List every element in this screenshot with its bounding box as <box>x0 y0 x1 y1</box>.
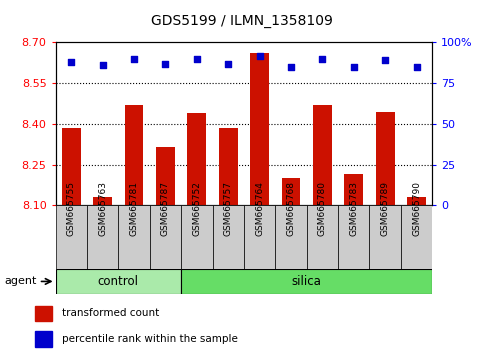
Bar <box>35 306 52 321</box>
Bar <box>213 205 244 269</box>
Point <box>412 64 420 70</box>
Bar <box>313 105 332 205</box>
Bar <box>307 205 338 269</box>
Text: GSM665763: GSM665763 <box>98 181 107 236</box>
Text: transformed count: transformed count <box>62 308 159 319</box>
Bar <box>244 205 275 269</box>
Text: GSM665790: GSM665790 <box>412 181 421 236</box>
Bar <box>369 205 401 269</box>
Text: GSM665789: GSM665789 <box>381 181 390 236</box>
Text: GDS5199 / ILMN_1358109: GDS5199 / ILMN_1358109 <box>151 14 332 28</box>
Bar <box>376 112 395 205</box>
Text: agent: agent <box>5 276 37 286</box>
Point <box>382 58 389 63</box>
Bar <box>62 128 81 205</box>
Bar <box>150 205 181 269</box>
Text: GSM665780: GSM665780 <box>318 181 327 236</box>
Bar <box>407 197 426 205</box>
Text: GSM665764: GSM665764 <box>255 181 264 236</box>
Text: GSM665781: GSM665781 <box>129 181 139 236</box>
Bar <box>338 205 369 269</box>
Bar <box>156 147 175 205</box>
Bar <box>93 197 112 205</box>
Bar <box>344 174 363 205</box>
Point <box>256 53 264 58</box>
Bar <box>87 205 118 269</box>
Point <box>193 56 201 62</box>
Text: percentile rank within the sample: percentile rank within the sample <box>62 334 238 344</box>
Point <box>224 61 232 67</box>
Text: GSM665752: GSM665752 <box>192 181 201 236</box>
Text: silica: silica <box>292 275 322 288</box>
Bar <box>56 269 181 294</box>
Text: GSM665768: GSM665768 <box>286 181 296 236</box>
Bar <box>275 205 307 269</box>
Bar <box>181 205 213 269</box>
Bar <box>282 178 300 205</box>
Point <box>130 56 138 62</box>
Bar <box>250 53 269 205</box>
Text: GSM665757: GSM665757 <box>224 181 233 236</box>
Bar <box>401 205 432 269</box>
Bar <box>118 205 150 269</box>
Point <box>68 59 75 65</box>
Text: control: control <box>98 275 139 288</box>
Bar <box>35 331 52 347</box>
Point <box>161 61 170 67</box>
Point <box>350 64 357 70</box>
Bar <box>219 128 238 205</box>
Point <box>287 64 295 70</box>
Bar <box>181 269 432 294</box>
Text: GSM665787: GSM665787 <box>161 181 170 236</box>
Bar <box>187 113 206 205</box>
Bar <box>125 105 143 205</box>
Text: GSM665783: GSM665783 <box>349 181 358 236</box>
Point <box>319 56 327 62</box>
Bar <box>56 205 87 269</box>
Text: GSM665755: GSM665755 <box>67 181 76 236</box>
Point <box>99 62 107 68</box>
